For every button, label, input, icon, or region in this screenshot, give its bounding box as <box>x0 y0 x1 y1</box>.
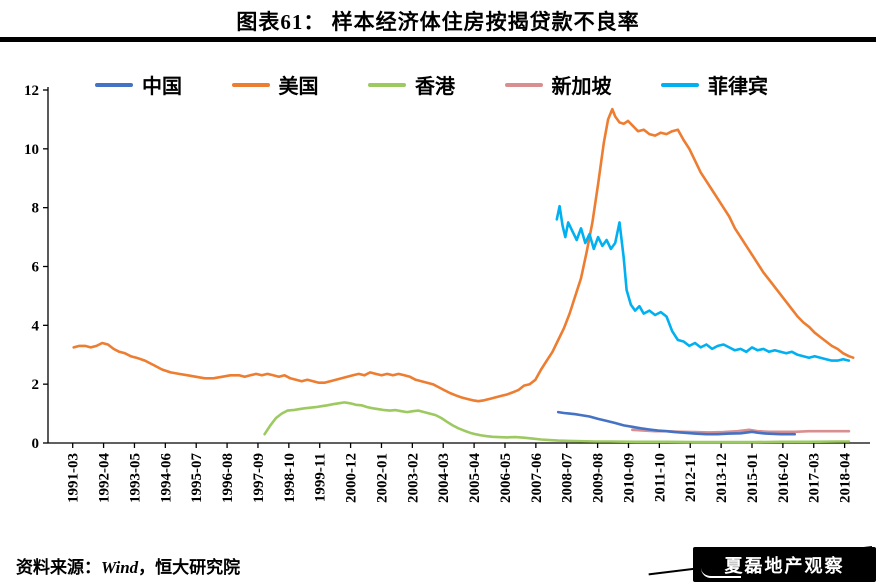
x-axis-tick-label: 2016-02 <box>776 453 792 503</box>
x-axis-tick-label: 1995-07 <box>189 453 205 503</box>
legend-label-china: 中国 <box>142 76 182 98</box>
legend-item-hongkong: 香港 <box>368 70 455 99</box>
x-axis-tick-label: 2017-03 <box>807 453 823 503</box>
x-axis-tick-label: 2008-07 <box>560 453 576 503</box>
series-line-china <box>556 410 796 436</box>
watermark-swoosh-icon <box>701 568 741 578</box>
x-axis-tick-label: 1999-11 <box>313 453 329 502</box>
x-axis-tick-label: 1994-06 <box>158 453 174 503</box>
series-line-hongkong <box>263 401 851 444</box>
watermark-badge: 夏磊地产观察 <box>693 547 876 582</box>
x-axis-tick-label: 1996-08 <box>220 453 236 503</box>
philippines-line-swatch <box>661 82 699 87</box>
chart-title: 图表61： 样本经济体住房按揭贷款不良率 <box>236 10 640 34</box>
y-axis-tick-label: 10 <box>24 142 39 158</box>
legend-label-hongkong: 香港 <box>415 76 455 98</box>
y-axis-tick-label: 12 <box>24 83 39 99</box>
x-axis-tick-label: 2013-12 <box>714 453 730 503</box>
us-line-swatch <box>231 82 270 87</box>
x-axis-tick-label: 1998-10 <box>282 453 298 503</box>
legend-label-singapore: 新加坡 <box>551 76 612 98</box>
legend-label-philippines: 菲律宾 <box>708 76 768 98</box>
source-wind: Wind <box>101 558 139 577</box>
y-axis-tick-label: 4 <box>32 318 40 334</box>
x-axis-tick-label: 1991-03 <box>66 453 82 503</box>
legend-item-china: 中国 <box>95 70 182 99</box>
legend-item-us: 美国 <box>231 70 319 99</box>
x-axis-tick-label: 2005-04 <box>467 453 483 503</box>
x-axis-tick-label: 2002-01 <box>374 453 390 503</box>
x-axis-tick-label: 2004-03 <box>436 453 452 503</box>
x-axis-tick-label: 2018-04 <box>838 453 854 503</box>
y-axis-tick-label: 8 <box>32 201 40 217</box>
x-axis-tick-label: 2003-02 <box>405 453 421 503</box>
x-axis-tick-label: 2012-11 <box>683 453 699 502</box>
x-axis-tick-label: 1997-09 <box>251 453 267 503</box>
series-line-philippines <box>555 204 851 362</box>
series-line-us <box>72 107 855 403</box>
singapore-line-swatch <box>504 82 543 87</box>
china-line-swatch <box>95 82 133 87</box>
source-suffix: ，恒大研究院 <box>138 558 241 577</box>
legend-item-philippines: 菲律宾 <box>661 70 768 99</box>
legend-item-singapore: 新加坡 <box>504 70 612 99</box>
y-axis-tick-label: 2 <box>32 377 40 393</box>
title-divider-bar <box>0 37 876 42</box>
legend-label-us: 美国 <box>278 76 319 98</box>
x-axis-tick-label: 2009-08 <box>591 453 607 503</box>
y-axis-tick-label: 6 <box>32 260 40 276</box>
x-axis-tick-label: 2015-01 <box>745 453 761 503</box>
x-axis-tick-label: 2000-12 <box>344 453 360 503</box>
y-axis-tick-label: 0 <box>32 436 40 452</box>
x-axis-tick-label: 2011-10 <box>652 453 668 502</box>
source-prefix: 资料来源： <box>16 558 101 577</box>
x-axis-tick-label: 2010-09 <box>621 453 637 503</box>
x-axis-tick-label: 1992-04 <box>97 453 113 503</box>
hongkong-line-swatch <box>368 82 406 87</box>
x-axis-tick-label: 1993-05 <box>127 453 143 503</box>
x-axis-tick-label: 2006-05 <box>498 453 514 503</box>
chart-legend: 中国 美国 香港 新加坡 菲律宾 <box>95 70 768 99</box>
data-source-note: 资料来源：Wind，恒大研究院 <box>16 553 240 578</box>
x-axis-tick-label: 2007-06 <box>529 453 545 503</box>
watermark-text: 夏磊地产观察 <box>724 555 845 576</box>
